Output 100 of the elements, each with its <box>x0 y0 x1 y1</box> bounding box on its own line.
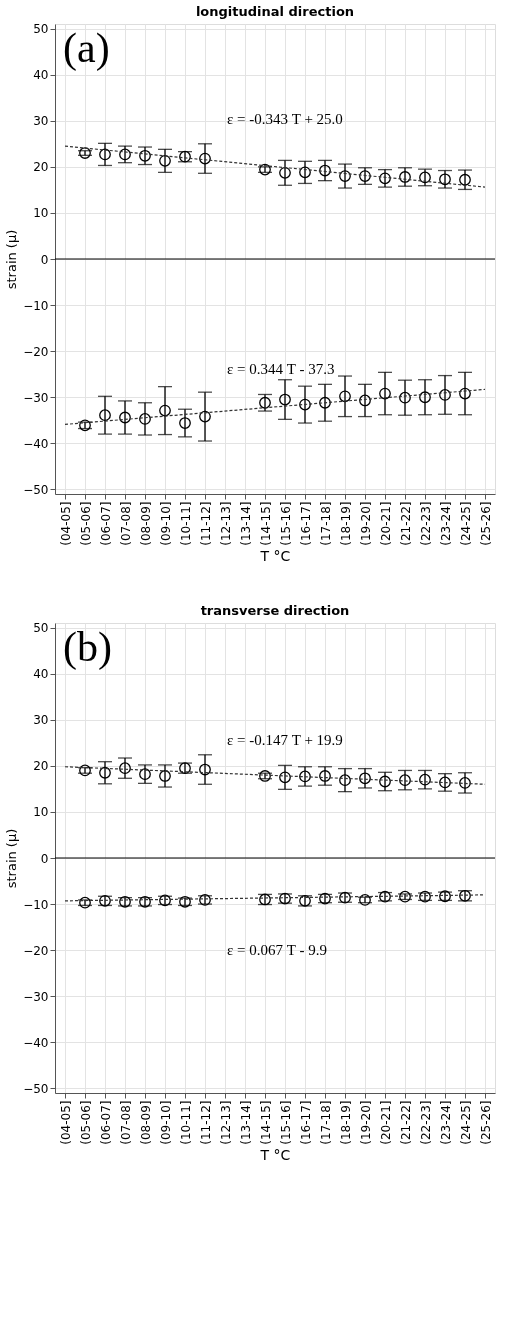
point <box>439 173 451 186</box>
x-tick-label: (04-05] <box>58 501 73 546</box>
x-tick-label: (22-23] <box>418 1100 433 1145</box>
x-tick-label: (17-18] <box>318 1100 333 1145</box>
x-tick-label: (16-17] <box>298 501 313 546</box>
annotation: (a) <box>63 25 110 72</box>
annotation: ε = 0.344 T - 37.3 <box>227 361 335 377</box>
y-tick-label: −30 <box>23 989 49 1004</box>
point <box>199 152 211 165</box>
x-axis-title: T °C <box>259 1146 291 1163</box>
y-tick-label: −20 <box>23 344 49 359</box>
y-tick-label: −10 <box>23 298 49 313</box>
x-tick-label: (14-15] <box>258 1100 273 1145</box>
x-tick-label: (11-12] <box>198 1100 213 1145</box>
x-tick-label: (09-10] <box>158 501 173 546</box>
x-tick-label: (23-24] <box>438 501 453 546</box>
y-tick-label: −30 <box>23 390 49 405</box>
point <box>279 771 291 784</box>
point <box>299 398 311 411</box>
x-tick-label: (08-09] <box>138 1100 153 1145</box>
y-tick-label: 10 <box>33 206 49 221</box>
y-tick-label: 40 <box>33 667 49 682</box>
x-tick-label: (10-11] <box>178 1100 193 1145</box>
point <box>359 772 371 785</box>
point <box>299 770 311 783</box>
x-tick-label: (07-08] <box>118 1100 133 1145</box>
point <box>399 171 411 183</box>
point <box>199 410 211 423</box>
point <box>339 390 351 403</box>
x-tick-label: (10-11] <box>178 501 193 546</box>
x-tick-label: (15-16] <box>278 501 293 546</box>
y-tick-label: −40 <box>23 1035 49 1050</box>
chart-title: transverse direction <box>200 602 350 618</box>
point <box>279 393 291 406</box>
point <box>279 166 291 179</box>
y-tick-label: 20 <box>33 160 49 175</box>
x-tick-label: (17-18] <box>318 501 333 546</box>
x-tick-label: (24-25] <box>458 501 473 546</box>
point <box>419 391 431 404</box>
x-tick-label: (18-19] <box>338 1100 353 1145</box>
point <box>79 896 91 909</box>
annotation: (b) <box>63 624 112 671</box>
y-tick-label: −10 <box>23 897 49 912</box>
x-tick-label: (25-26] <box>478 1100 493 1145</box>
x-tick-label: (11-12] <box>198 501 213 546</box>
y-tick-label: 0 <box>40 252 49 267</box>
y-tick-label: 50 <box>33 621 49 636</box>
x-tick-label: (24-25] <box>458 1100 473 1145</box>
x-tick-label: (20-21] <box>378 1100 393 1145</box>
y-tick-label: −20 <box>23 943 49 958</box>
x-tick-label: (20-21] <box>378 501 393 546</box>
point <box>199 763 211 776</box>
y-tick-label: 40 <box>33 68 49 83</box>
point <box>319 164 331 177</box>
x-tick-label: (05-06] <box>78 501 93 546</box>
y-tick-label: −40 <box>23 436 49 451</box>
y-tick-label: −50 <box>23 482 49 497</box>
point <box>159 154 171 167</box>
annotation: ε = 0.067 T - 9.9 <box>227 942 327 958</box>
y-tick-label: 20 <box>33 759 49 774</box>
x-tick-label: (13-14] <box>238 1100 253 1145</box>
x-tick-label: (06-07] <box>98 501 113 546</box>
x-tick-label: (25-26] <box>478 501 493 546</box>
x-tick-label: (21-22] <box>398 501 413 546</box>
point <box>439 389 451 401</box>
point <box>399 774 411 787</box>
x-tick-label: (23-24] <box>438 1100 453 1145</box>
point <box>319 770 331 782</box>
x-tick-label: (06-07] <box>98 1100 113 1145</box>
x-tick-label: (04-05] <box>58 1100 73 1145</box>
point <box>459 777 471 789</box>
y-tick-label: 50 <box>33 22 49 37</box>
x-tick-label: (15-16] <box>278 1100 293 1145</box>
y-tick-label: 30 <box>33 713 49 728</box>
point <box>159 404 171 417</box>
y-axis-title: strain (μ) <box>4 229 20 290</box>
chart-title: longitudinal direction <box>195 3 355 19</box>
point <box>119 762 131 775</box>
point <box>359 394 371 407</box>
point <box>379 172 391 185</box>
point <box>339 170 351 182</box>
point <box>139 768 151 781</box>
x-tick-label: (09-10] <box>158 1100 173 1145</box>
point <box>459 387 471 400</box>
point <box>99 409 111 422</box>
y-tick-label: −50 <box>23 1081 49 1096</box>
point <box>139 149 151 162</box>
x-tick-label: (19-20] <box>358 1100 373 1145</box>
point <box>379 775 391 788</box>
point <box>159 770 171 782</box>
x-tick-label: (12-13] <box>218 501 233 546</box>
point <box>399 391 411 404</box>
point <box>299 166 311 179</box>
point <box>119 411 131 424</box>
y-tick-label: 10 <box>33 805 49 820</box>
point <box>139 413 151 425</box>
point <box>79 764 91 777</box>
y-tick-label: 30 <box>33 114 49 129</box>
x-tick-label: (16-17] <box>298 1100 313 1145</box>
y-axis-title: strain (μ) <box>4 828 20 889</box>
